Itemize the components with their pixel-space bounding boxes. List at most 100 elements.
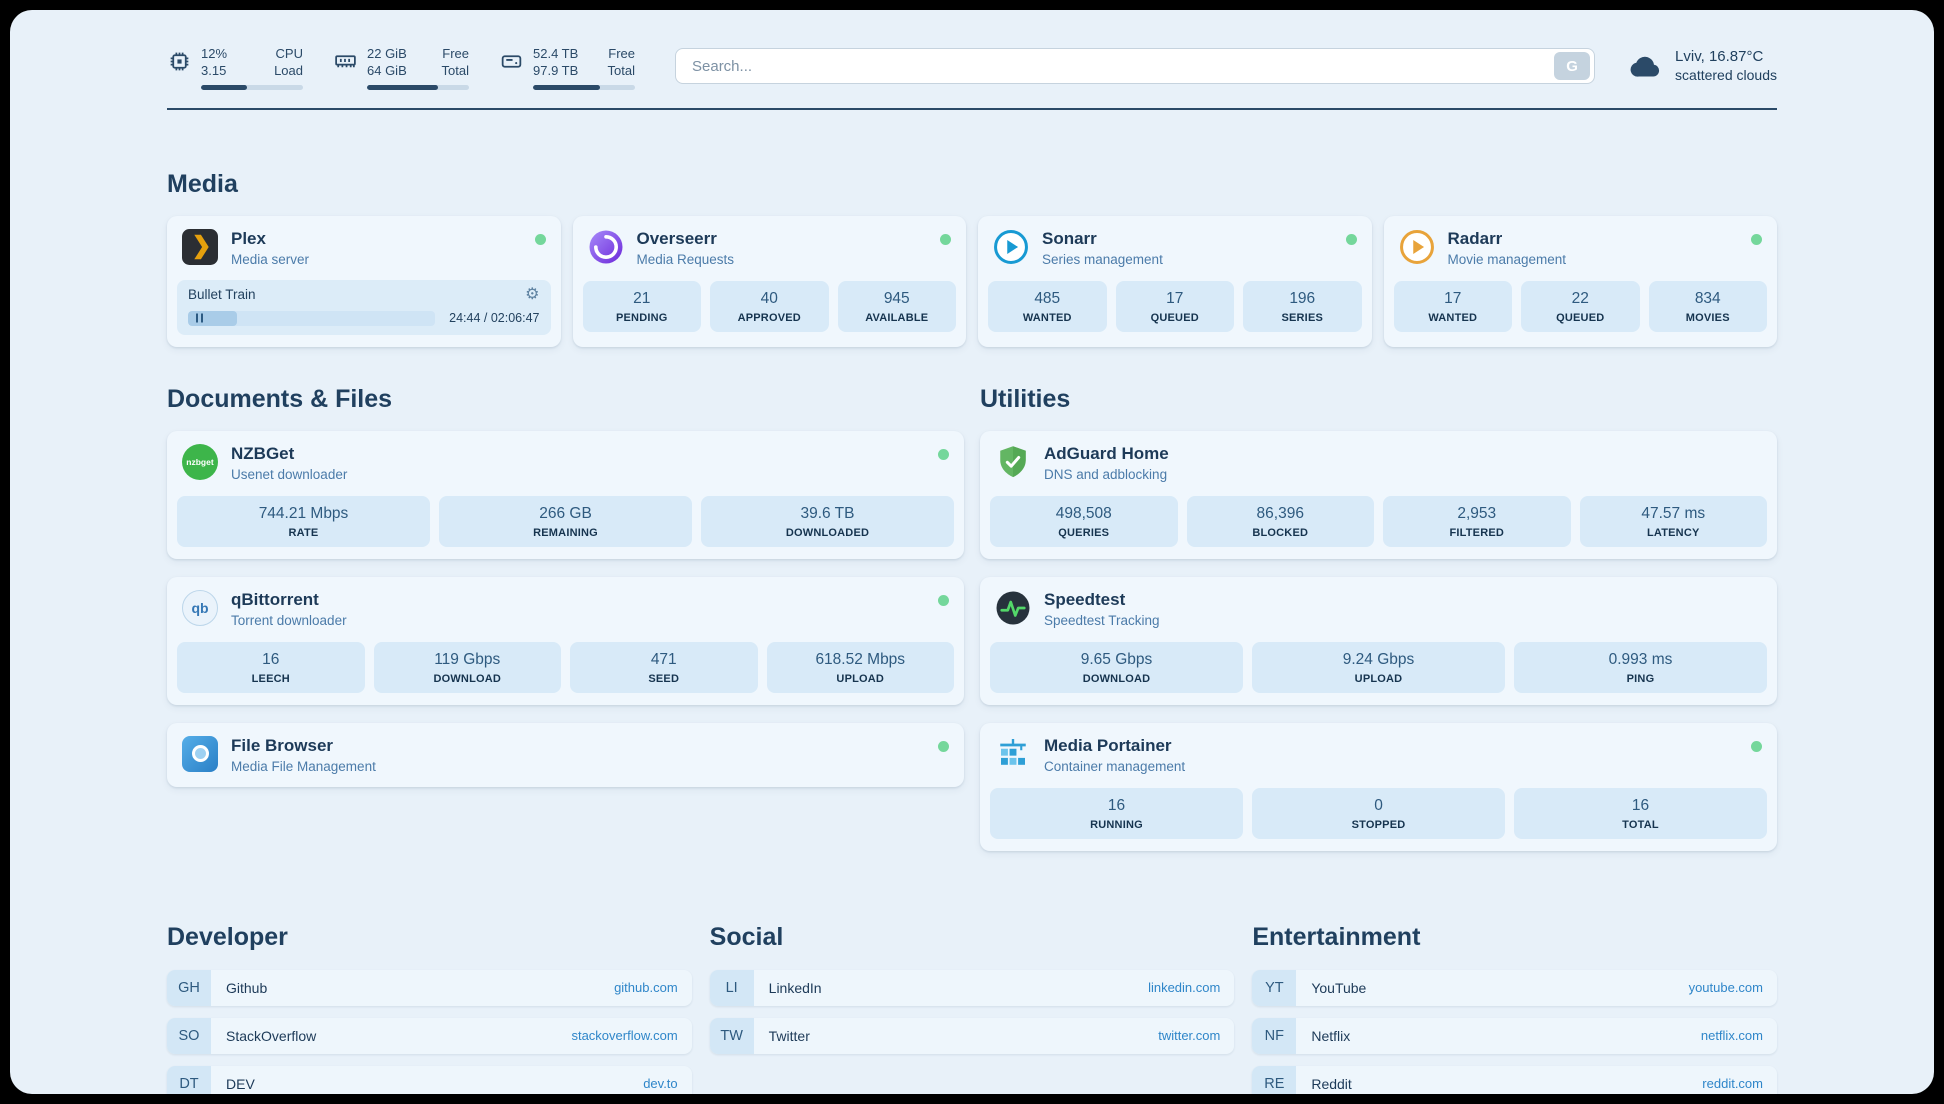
stat-wanted: 17 WANTED	[1393, 280, 1512, 332]
stat-value: 485	[1034, 289, 1061, 307]
stat-value: 2,953	[1457, 504, 1497, 522]
service-desc: Torrent downloader	[231, 612, 347, 628]
bookmark-url: reddit.com	[1702, 1076, 1763, 1092]
service-card-overseerr[interactable]: Overseerr Media Requests 21 PENDING 40 A…	[572, 215, 966, 347]
service-desc: Speedtest Tracking	[1044, 612, 1160, 628]
stat-wanted: 485 WANTED	[988, 280, 1107, 332]
bookmark-group-title: Entertainment	[1252, 922, 1421, 951]
qbittorrent-icon-text: qb	[191, 599, 209, 616]
bookmark-url: twitter.com	[1158, 1028, 1221, 1044]
service-name: Radarr	[1447, 228, 1503, 248]
stat-value: 17	[1166, 289, 1184, 307]
bookmark-name: Netflix	[1311, 1027, 1351, 1044]
plex-icon	[182, 228, 218, 265]
stat-series: 196 SERIES	[1243, 280, 1362, 332]
service-name: Sonarr	[1042, 228, 1097, 248]
search-input[interactable]	[680, 57, 1555, 75]
playback-time: 24:44 / 02:06:47	[449, 311, 540, 326]
plex-now-playing: Bullet Train ⚙ 24:44 / 02:06:47	[177, 279, 551, 335]
bookmark-name: LinkedIn	[768, 979, 822, 996]
stat-label: QUEUED	[1556, 311, 1605, 324]
stat-label: DOWNLOADED	[785, 526, 870, 539]
gear-icon[interactable]: ⚙	[525, 285, 540, 303]
radarr-icon	[1399, 229, 1435, 265]
stat-value: 119 Gbps	[434, 650, 501, 668]
stat-label: MOVIES	[1685, 311, 1730, 324]
bookmark-abbr: NF	[1252, 1017, 1297, 1054]
memory-total-value: 64 GiB	[367, 62, 407, 78]
memory-icon	[333, 49, 358, 74]
stat-value: 9.24 Gbps	[1342, 650, 1415, 668]
memory-bar	[367, 84, 469, 90]
stat-total: 16 TOTAL	[1514, 787, 1767, 839]
stat-label: DOWNLOAD	[1082, 672, 1151, 685]
status-dot	[1345, 233, 1357, 245]
status-dot	[534, 233, 546, 245]
qbittorrent-icon: qb	[182, 589, 218, 626]
service-name: NZBGet	[231, 443, 295, 463]
stat-label: SERIES	[1281, 311, 1324, 324]
search-go-button[interactable]: G	[1554, 52, 1591, 80]
stat-blocked: 86,396 BLOCKED	[1186, 495, 1374, 547]
bookmark-abbr: TW	[709, 1017, 754, 1054]
stat-rate: 744.21 Mbps RATE	[177, 495, 430, 547]
stat-movies: 834 MOVIES	[1648, 280, 1767, 332]
bookmark-name: Reddit	[1311, 1075, 1352, 1092]
service-card-speedtest[interactable]: Speedtest Speedtest Tracking 9.65 Gbps D…	[980, 576, 1777, 705]
cpu-icon	[167, 49, 192, 74]
service-name: File Browser	[231, 735, 334, 755]
stat-label: RUNNING	[1090, 818, 1143, 831]
bookmark-abbr: DT	[167, 1065, 211, 1094]
memory-bar-fill	[367, 84, 439, 90]
bookmark-youtube[interactable]: YT YouTube youtube.com	[1252, 969, 1777, 1006]
bookmark-url: stackoverflow.com	[571, 1028, 678, 1044]
stat-value: 39.6 TB	[800, 504, 855, 522]
status-dot	[938, 594, 949, 606]
stat-value: 17	[1444, 289, 1462, 307]
service-desc: Container management	[1044, 758, 1186, 774]
stat-value: 834	[1694, 289, 1721, 307]
bookmark-group-title: Developer	[167, 922, 288, 951]
service-desc: Media Requests	[636, 251, 735, 267]
bookmark-netflix[interactable]: NF Netflix netflix.com	[1252, 1017, 1777, 1054]
bookmark-url: linkedin.com	[1148, 980, 1221, 996]
bookmark-stackoverflow[interactable]: SO StackOverflow stackoverflow.com	[167, 1017, 692, 1054]
bookmark-linkedin[interactable]: LI LinkedIn linkedin.com	[709, 969, 1235, 1006]
now-playing-title: Bullet Train	[188, 287, 256, 303]
service-desc: DNS and adblocking	[1044, 466, 1168, 482]
bookmark-dev[interactable]: DT DEV dev.to	[167, 1065, 692, 1094]
playback-progress-fill	[188, 310, 238, 326]
stat-label: FILTERED	[1449, 526, 1505, 539]
stat-value: 9.65 Gbps	[1080, 650, 1153, 668]
sonarr-icon	[993, 229, 1029, 265]
bookmark-name: YouTube	[1311, 979, 1367, 996]
service-card-radarr[interactable]: Radarr Movie management 17 WANTED 22 QUE…	[1383, 215, 1777, 347]
status-dot	[938, 448, 949, 460]
stat-label: LATENCY	[1646, 526, 1700, 539]
bookmark-github[interactable]: GH Github github.com	[167, 969, 692, 1006]
stat-download: 119 Gbps DOWNLOAD	[373, 641, 561, 693]
service-card-adguard[interactable]: AdGuard Home DNS and adblocking 498,508 …	[980, 430, 1777, 559]
stat-label: STOPPED	[1351, 818, 1406, 831]
service-card-qbittorrent[interactable]: qb qBittorrent Torrent downloader 16 LEE…	[167, 576, 964, 705]
stat-value: 16	[1107, 796, 1126, 814]
bookmark-group-social: Social LI LinkedIn linkedin.com TW Twitt…	[709, 923, 1235, 1054]
stat-value: 22	[1571, 289, 1589, 307]
stat-label: RATE	[288, 526, 319, 539]
stat-label: AVAILABLE	[865, 311, 929, 324]
service-card-sonarr[interactable]: Sonarr Series management 485 WANTED 17 Q…	[978, 215, 1372, 347]
bookmark-twitter[interactable]: TW Twitter twitter.com	[709, 1017, 1235, 1054]
service-card-filebrowser[interactable]: File Browser Media File Management	[167, 722, 964, 787]
disk-widget: 52.4 TB Free 97.9 TB Total	[499, 46, 635, 90]
memory-widget: 22 GiB Free 64 GiB Total	[333, 46, 469, 90]
service-card-plex[interactable]: Plex Media server Bullet Train ⚙	[167, 215, 561, 347]
bookmark-reddit[interactable]: RE Reddit reddit.com	[1252, 1065, 1777, 1094]
stat-label: QUERIES	[1058, 526, 1110, 539]
stat-label: WANTED	[1428, 311, 1478, 324]
status-dot	[938, 740, 949, 752]
stat-value: 498,508	[1055, 504, 1112, 522]
service-card-nzbget[interactable]: nzbget NZBGet Usenet downloader 744.21 M…	[167, 430, 964, 559]
bookmark-url: github.com	[614, 980, 678, 996]
service-card-portainer[interactable]: Media Portainer Container management 16 …	[980, 722, 1777, 851]
cpu-load-value: 3.15	[201, 62, 227, 78]
